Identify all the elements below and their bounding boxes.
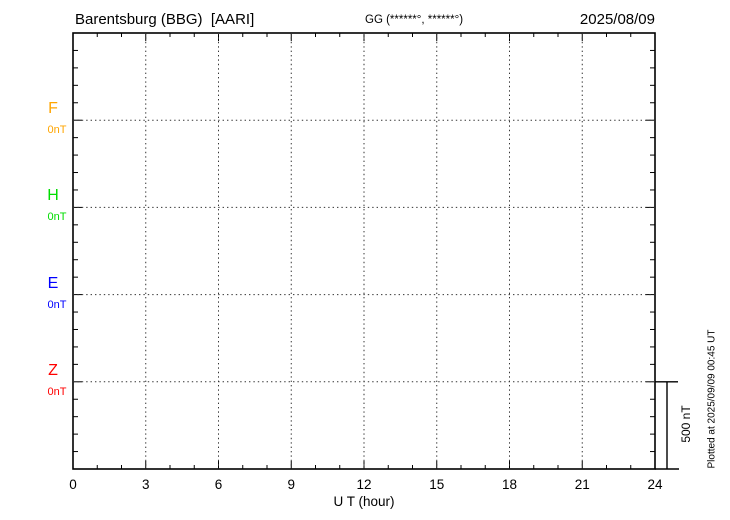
- channel-label-Z: Z: [48, 361, 58, 379]
- x-tick-label-18: 18: [501, 477, 518, 492]
- x-tick-label-0: 0: [69, 477, 77, 492]
- x-axis-title: U T (hour): [333, 494, 395, 509]
- channel-baseline-value-H: 0nT: [47, 211, 67, 224]
- x-tick-label-9: 9: [287, 477, 295, 492]
- x-tick-label-12: 12: [356, 477, 372, 492]
- channel-baseline-value-Z: 0nT: [47, 385, 67, 398]
- channel-label-E: E: [47, 274, 59, 292]
- x-tick-label-6: 6: [214, 477, 223, 492]
- x-tick-label-3: 3: [141, 477, 150, 492]
- channel-label-H: H: [47, 187, 59, 205]
- x-tick-label-15: 15: [429, 477, 445, 492]
- scale-bar-label: 500 nT: [679, 405, 693, 443]
- plot-date: 2025/08/09: [579, 11, 655, 28]
- geographic-coords: GG (******°, ******°): [365, 14, 464, 26]
- channel-baseline-value-E: 0nT: [47, 298, 67, 311]
- plotted-timestamp-note: Plotted at 2025/09/09 00:45 UT: [706, 329, 718, 469]
- x-tick-label-21: 21: [574, 477, 590, 492]
- channel-label-F: F: [48, 100, 58, 118]
- x-tick-label-24: 24: [647, 477, 663, 492]
- channel-baseline-value-F: 0nT: [47, 124, 67, 137]
- station-title: Barentsburg (BBG) [AARI]: [75, 11, 255, 28]
